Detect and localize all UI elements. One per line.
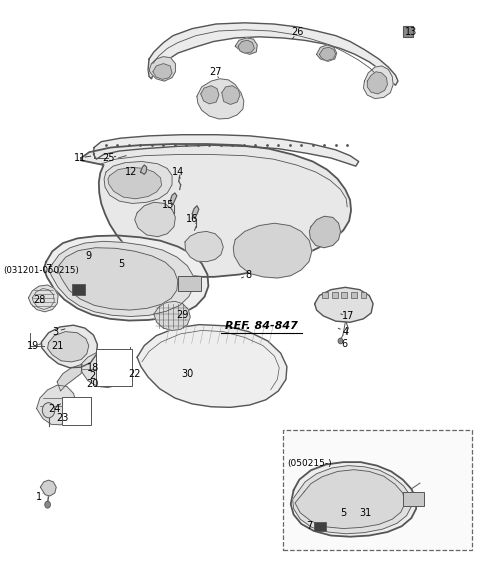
- Polygon shape: [293, 465, 411, 534]
- Polygon shape: [148, 23, 398, 85]
- Text: 9: 9: [85, 251, 91, 261]
- Polygon shape: [197, 79, 244, 119]
- Text: 1: 1: [36, 492, 42, 502]
- Text: 15: 15: [162, 200, 174, 210]
- Circle shape: [45, 501, 50, 508]
- Circle shape: [338, 338, 343, 344]
- Text: 24: 24: [48, 404, 60, 413]
- Text: 28: 28: [33, 295, 45, 305]
- Text: 14: 14: [172, 167, 184, 177]
- Polygon shape: [81, 350, 129, 388]
- Bar: [314, 522, 326, 531]
- Polygon shape: [57, 364, 82, 391]
- Polygon shape: [94, 135, 359, 166]
- Text: 13: 13: [405, 27, 418, 37]
- Bar: [96, 349, 132, 387]
- Text: 5: 5: [340, 509, 346, 519]
- Polygon shape: [36, 385, 76, 425]
- Polygon shape: [238, 40, 254, 53]
- Polygon shape: [315, 287, 373, 322]
- Polygon shape: [81, 144, 351, 277]
- Text: 25: 25: [103, 153, 115, 163]
- Polygon shape: [44, 235, 208, 321]
- Text: 17: 17: [341, 311, 354, 321]
- Text: 5: 5: [118, 259, 124, 269]
- Polygon shape: [192, 206, 199, 218]
- Polygon shape: [310, 216, 340, 248]
- Polygon shape: [137, 325, 287, 408]
- Text: 8: 8: [246, 270, 252, 280]
- Polygon shape: [48, 332, 89, 362]
- Text: 26: 26: [291, 27, 304, 37]
- Polygon shape: [235, 38, 257, 54]
- Circle shape: [42, 403, 55, 418]
- Bar: [283, 430, 472, 550]
- Text: 31: 31: [359, 509, 372, 519]
- Polygon shape: [40, 480, 56, 496]
- Polygon shape: [135, 202, 175, 237]
- Polygon shape: [222, 86, 240, 105]
- Text: 3: 3: [53, 326, 59, 336]
- Polygon shape: [28, 285, 58, 312]
- Bar: [332, 292, 337, 298]
- Text: REF. 84-847: REF. 84-847: [225, 321, 298, 331]
- Text: 16: 16: [186, 214, 198, 224]
- Bar: [323, 292, 328, 298]
- Text: 12: 12: [125, 167, 137, 177]
- Text: 29: 29: [176, 310, 189, 320]
- Text: 23: 23: [56, 413, 68, 423]
- Bar: [403, 492, 424, 506]
- Text: 7: 7: [306, 521, 312, 531]
- Text: (050215-): (050215-): [287, 459, 332, 468]
- Polygon shape: [201, 86, 219, 104]
- Polygon shape: [141, 165, 147, 174]
- Text: 7: 7: [46, 264, 52, 274]
- Polygon shape: [153, 64, 172, 79]
- Text: 20: 20: [86, 379, 99, 389]
- Polygon shape: [233, 223, 312, 278]
- Polygon shape: [170, 193, 177, 204]
- Polygon shape: [149, 57, 175, 81]
- Text: 6: 6: [341, 339, 348, 349]
- Bar: [360, 292, 366, 298]
- Text: 21: 21: [51, 340, 63, 350]
- Polygon shape: [317, 45, 336, 61]
- Text: 2: 2: [89, 371, 96, 381]
- Polygon shape: [367, 72, 387, 94]
- Text: 4: 4: [342, 326, 348, 336]
- Polygon shape: [320, 47, 336, 61]
- Polygon shape: [363, 66, 393, 99]
- Text: 22: 22: [129, 369, 141, 378]
- Polygon shape: [185, 231, 223, 262]
- Bar: [341, 292, 347, 298]
- Text: 19: 19: [27, 340, 39, 350]
- Bar: [178, 276, 201, 291]
- Text: 18: 18: [86, 363, 99, 373]
- Text: 11: 11: [73, 153, 86, 163]
- Polygon shape: [41, 325, 97, 368]
- Bar: [351, 292, 357, 298]
- Polygon shape: [154, 301, 190, 331]
- Polygon shape: [48, 241, 193, 317]
- Polygon shape: [108, 168, 161, 199]
- Bar: [403, 26, 413, 37]
- Text: (031201-050215): (031201-050215): [3, 266, 79, 275]
- Text: 27: 27: [209, 67, 221, 77]
- Bar: [62, 397, 91, 425]
- Polygon shape: [295, 470, 405, 529]
- Polygon shape: [58, 248, 178, 310]
- Polygon shape: [291, 462, 416, 537]
- Polygon shape: [104, 162, 172, 203]
- Bar: [72, 284, 85, 296]
- Text: 30: 30: [181, 369, 193, 378]
